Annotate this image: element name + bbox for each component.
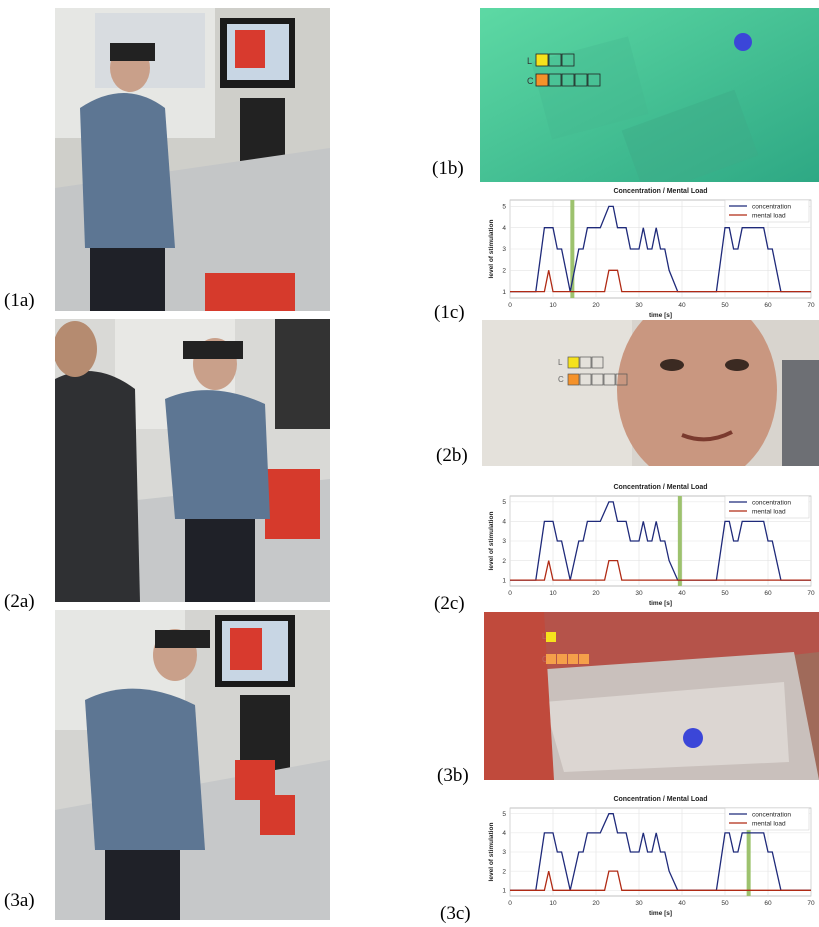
chart-title: Concentration / Mental Load (613, 188, 707, 195)
hud-view-2b: L C (482, 320, 819, 466)
chart-svg: 0 10 20 30 40 50 60 70 1 2 3 4 5 Concentration / Ment… (488, 484, 815, 607)
y-tick-label: 5 (502, 499, 506, 506)
series-line-mental-load (510, 269, 811, 293)
x-tick-label: 10 (549, 590, 557, 597)
x-tick-label: 10 (549, 900, 557, 907)
y-axis-label: level of stimulation (488, 220, 495, 279)
y-tick-label: 3 (502, 246, 506, 253)
x-tick-label: 60 (764, 590, 772, 597)
panel-label-1b: (1b) (432, 158, 464, 179)
x-tick-label: 30 (635, 590, 643, 597)
panel-label-3c: (3c) (440, 903, 471, 924)
hud-label-c: C (527, 76, 534, 86)
panel-label-2b: (2b) (436, 445, 468, 466)
series-line-mental-load (510, 559, 811, 581)
x-tick-label: 30 (635, 900, 643, 907)
time-marker (746, 808, 751, 896)
x-tick-label: 20 (592, 590, 600, 597)
hud-view-1b: L C (480, 8, 819, 182)
legend-label: concentration (752, 811, 791, 818)
hud-label-c-2b: C (558, 375, 564, 384)
y-axis-label: level of stimulation (488, 512, 495, 571)
x-tick-label: 40 (678, 900, 686, 907)
y-tick-label: 2 (502, 268, 506, 275)
series-line-concentration (510, 205, 811, 293)
series-line-concentration (510, 501, 811, 581)
x-tick-label: 0 (508, 302, 512, 309)
chart-3c: 0 10 20 30 40 50 60 70 1 2 3 4 5 Concentration / Ment… (470, 790, 819, 920)
time-marker (570, 200, 575, 298)
legend-label: concentration (752, 203, 791, 210)
y-tick-label: 2 (502, 558, 506, 565)
panel-label-1a: (1a) (4, 290, 35, 311)
hud-label-c-3b: C (542, 655, 548, 664)
x-tick-label: 10 (549, 302, 557, 309)
photo-1a (55, 8, 330, 311)
chart-title: Concentration / Mental Load (613, 796, 707, 803)
y-tick-label: 4 (502, 519, 506, 526)
hud-label-l-3b: L (542, 632, 547, 641)
y-tick-label: 1 (502, 577, 506, 584)
y-axis-label: level of stimulation (488, 823, 495, 882)
chart-svg: 0 10 20 30 40 50 60 70 1 2 3 4 5 Concentration / Ment… (488, 796, 815, 917)
y-tick-label: 1 (502, 887, 506, 894)
legend-label: mental load (752, 212, 786, 219)
x-tick-label: 70 (807, 590, 815, 597)
x-tick-label: 0 (508, 590, 512, 597)
y-tick-label: 4 (502, 225, 506, 232)
x-axis-label: time [s] (649, 312, 672, 319)
photo-3a (55, 610, 330, 920)
legend-label: mental load (752, 508, 786, 515)
x-axis-label: time [s] (649, 600, 672, 607)
hud-view-3b: L C (484, 612, 819, 780)
panel-label-2c: (2c) (434, 593, 465, 614)
y-tick-label: 1 (502, 289, 506, 296)
y-tick-label: 2 (502, 868, 506, 875)
x-tick-label: 60 (764, 302, 772, 309)
series-line-mental-load (510, 870, 811, 891)
x-tick-label: 30 (635, 302, 643, 309)
x-tick-label: 50 (721, 302, 729, 309)
x-tick-label: 50 (721, 590, 729, 597)
x-tick-label: 20 (592, 302, 600, 309)
legend-label: mental load (752, 820, 786, 827)
x-axis-label: time [s] (649, 910, 672, 917)
x-tick-label: 20 (592, 900, 600, 907)
y-tick-label: 3 (502, 538, 506, 545)
y-tick-label: 3 (502, 849, 506, 856)
photo-2a (55, 319, 330, 602)
chart-2c: 0 10 20 30 40 50 60 70 1 2 3 4 5 Concentration / Ment… (470, 478, 819, 610)
x-tick-label: 50 (721, 900, 729, 907)
time-marker (677, 496, 682, 586)
legend-label: concentration (752, 499, 791, 506)
x-tick-label: 70 (807, 900, 815, 907)
x-tick-label: 40 (678, 302, 686, 309)
chart-1c: 0 10 20 30 40 50 60 70 1 2 3 4 5 Concentration / Ment… (470, 182, 819, 322)
x-tick-label: 0 (508, 900, 512, 907)
chart-title: Concentration / Mental Load (613, 484, 707, 491)
panel-label-1c: (1c) (434, 302, 465, 323)
hud-label-l-2b: L (558, 358, 563, 367)
x-tick-label: 60 (764, 900, 772, 907)
series-line-concentration (510, 813, 811, 891)
y-tick-label: 5 (502, 811, 506, 818)
y-tick-label: 4 (502, 830, 506, 837)
hud-label-l: L (527, 56, 532, 66)
y-tick-label: 5 (502, 204, 506, 211)
chart-svg: 0 10 20 30 40 50 60 70 1 2 3 4 5 Concentration / Ment… (488, 188, 815, 319)
panel-label-3b: (3b) (437, 765, 469, 786)
x-tick-label: 70 (807, 302, 815, 309)
panel-label-2a: (2a) (4, 591, 35, 612)
panel-label-3a: (3a) (4, 890, 35, 911)
x-tick-label: 40 (678, 590, 686, 597)
